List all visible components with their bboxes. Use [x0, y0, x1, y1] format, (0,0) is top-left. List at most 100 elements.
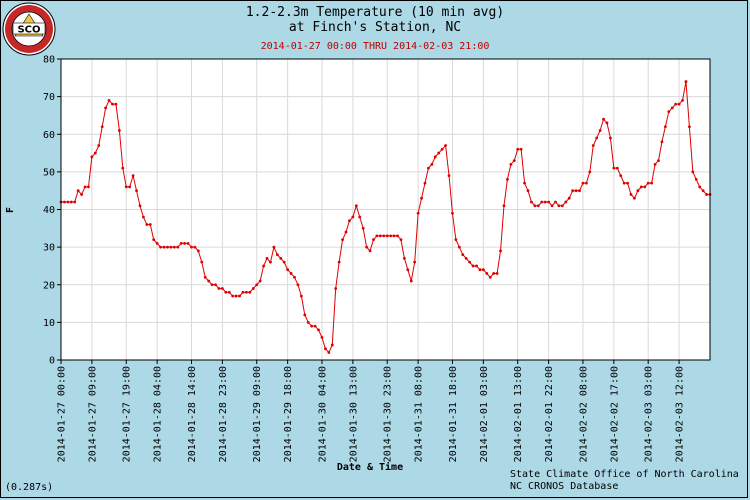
data-point — [392, 234, 396, 238]
data-point — [581, 181, 585, 185]
y-tick-label: 10 — [43, 318, 55, 329]
data-point — [217, 287, 221, 290]
data-point — [330, 343, 334, 347]
data-point — [135, 189, 138, 193]
data-point — [615, 166, 619, 170]
x-tick-label: 2014-01-30 23:00 — [383, 366, 394, 462]
x-tick-label: 2014-01-27 09:00 — [87, 366, 98, 462]
data-point — [97, 144, 101, 147]
data-point — [523, 181, 526, 185]
data-point — [495, 272, 499, 275]
data-point — [557, 204, 561, 208]
data-point — [591, 144, 595, 147]
data-point — [107, 98, 111, 102]
x-tick-label: 2014-01-27 00:00 — [57, 366, 68, 462]
data-point — [389, 234, 393, 238]
data-point — [169, 245, 173, 249]
data-point — [193, 245, 197, 249]
data-point — [138, 204, 142, 208]
data-point — [131, 174, 135, 178]
data-point — [375, 234, 379, 238]
chart-title-line2: at Finch's Station, NC — [289, 20, 461, 35]
data-point — [698, 185, 702, 189]
plot-border — [60, 58, 711, 361]
data-point — [701, 189, 705, 193]
data-point — [427, 166, 430, 170]
data-point — [633, 196, 636, 200]
data-point — [114, 102, 118, 106]
data-point — [155, 241, 159, 245]
data-point — [512, 159, 516, 162]
y-tick-label: 70 — [43, 92, 55, 103]
data-point — [227, 290, 231, 294]
data-point — [646, 181, 650, 185]
data-point — [622, 181, 626, 185]
data-point — [464, 257, 468, 260]
data-point — [310, 324, 314, 328]
data-point — [574, 189, 578, 193]
data-point — [674, 102, 678, 106]
data-point — [121, 166, 125, 170]
data-point — [275, 253, 279, 257]
data-point — [506, 178, 509, 181]
data-point — [148, 223, 152, 226]
data-point — [172, 245, 176, 249]
logo-text: SCO — [17, 25, 40, 36]
data-point — [327, 351, 331, 354]
data-point — [609, 136, 612, 140]
data-point — [293, 275, 296, 279]
data-point — [176, 245, 180, 249]
y-tick-label: 50 — [43, 167, 55, 178]
data-point — [296, 283, 300, 287]
data-point — [578, 189, 581, 193]
data-point — [289, 272, 293, 275]
data-point — [80, 193, 83, 196]
x-tick-label: 2014-02-03 12:00 — [675, 366, 686, 462]
data-point — [584, 181, 588, 185]
data-point — [481, 268, 485, 272]
data-point — [183, 241, 187, 245]
data-point — [100, 125, 104, 129]
data-point — [643, 185, 647, 189]
data-point — [650, 181, 654, 185]
data-point — [303, 313, 307, 317]
data-point — [128, 185, 132, 189]
data-point — [399, 238, 403, 242]
data-point — [152, 238, 156, 242]
data-point — [554, 200, 557, 204]
data-point — [663, 125, 667, 129]
data-point — [430, 162, 434, 166]
x-tick-label: 2014-01-28 14:00 — [187, 366, 198, 462]
data-point — [269, 260, 272, 264]
data-point — [660, 140, 664, 144]
data-point — [550, 204, 554, 208]
data-point — [530, 200, 533, 204]
data-point — [605, 121, 609, 125]
data-point — [344, 230, 348, 234]
data-point — [279, 257, 283, 260]
data-point — [142, 215, 145, 219]
data-point — [492, 272, 496, 275]
series-temperature — [59, 80, 712, 354]
data-point — [210, 283, 214, 287]
data-point — [639, 185, 643, 189]
data-point — [90, 155, 94, 159]
data-point — [423, 181, 427, 185]
data-point — [196, 249, 200, 253]
data-point — [234, 294, 238, 298]
data-point — [186, 241, 190, 245]
render-time: (0.287s) — [5, 482, 53, 493]
data-point — [166, 245, 169, 249]
data-point — [365, 245, 369, 249]
series-line — [61, 81, 710, 354]
data-point — [341, 238, 344, 242]
y-tick-label: 0 — [49, 356, 55, 367]
data-point — [451, 211, 454, 215]
data-point — [372, 238, 375, 242]
data-point — [485, 272, 489, 275]
data-point — [543, 200, 547, 204]
data-point — [214, 283, 217, 287]
data-point — [447, 174, 451, 178]
data-point — [200, 260, 204, 264]
data-point — [73, 200, 77, 204]
